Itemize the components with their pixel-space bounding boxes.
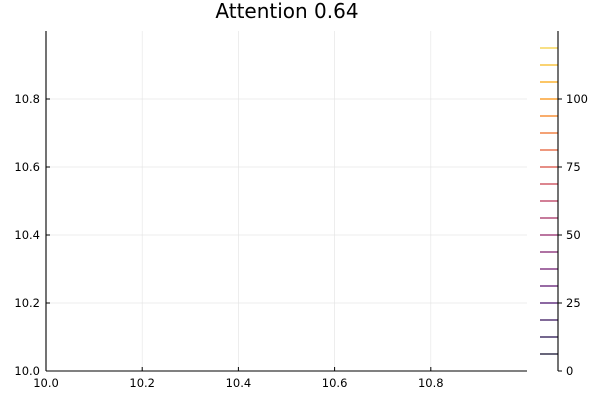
y-tick-label: 10.0 (14, 364, 40, 378)
y-axis-ticks: 10.0 10.2 10.4 10.6 10.8 (14, 92, 50, 378)
colorbar-level-lines (540, 47, 558, 355)
x-tick-label: 10.8 (418, 376, 444, 390)
y-tick-label: 10.8 (14, 92, 40, 106)
y-tick-label: 10.4 (14, 228, 40, 242)
x-tick-label: 10.0 (33, 376, 59, 390)
x-axis-ticks: 10.0 10.2 10.4 10.6 10.8 (33, 367, 444, 390)
colorbar-tick-label: 75 (566, 160, 581, 174)
gridlines (46, 31, 527, 371)
y-tick-label: 10.6 (14, 160, 40, 174)
colorbar-tick-label: 25 (566, 296, 581, 310)
colorbar-ticks: 0 25 50 75 100 (558, 92, 588, 378)
colorbar-tick-label: 100 (566, 92, 588, 106)
x-tick-label: 10.2 (129, 376, 155, 390)
colorbar-tick-label: 50 (566, 228, 581, 242)
chart-title: Attention 0.64 (215, 0, 358, 23)
colorbar-tick-label: 0 (566, 364, 573, 378)
y-tick-label: 10.2 (14, 296, 40, 310)
x-tick-label: 10.4 (226, 376, 252, 390)
x-tick-label: 10.6 (322, 376, 348, 390)
